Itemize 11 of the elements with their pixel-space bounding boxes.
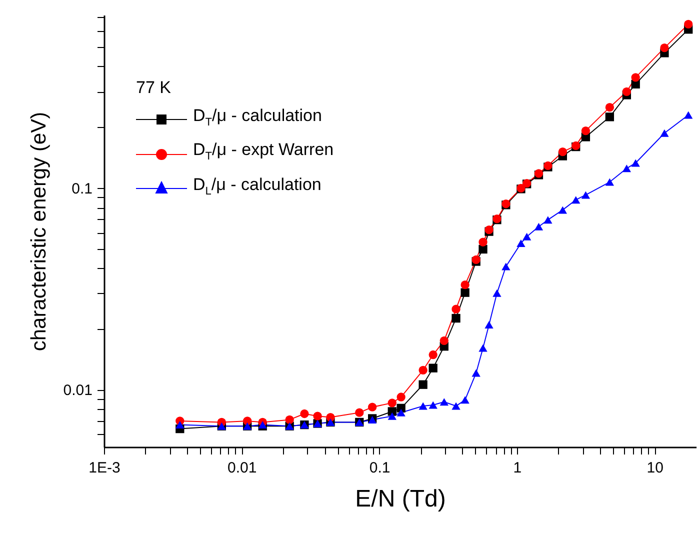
- y-axis-title: characteristic energy (eV): [27, 112, 50, 352]
- x-tick-label: 10: [646, 460, 664, 476]
- legend-label: D$_{L}$/μ - calculation: [193, 174, 322, 200]
- x-tick-label: 1E-3: [88, 460, 120, 476]
- x-axis-title: E/N (Td): [355, 486, 446, 512]
- legend-title: 77 K: [136, 77, 172, 99]
- x-tick-label: 1: [513, 460, 522, 476]
- legend-label: D$_{T}$/μ - calculation: [193, 105, 322, 130]
- x-tick-label: 0.01: [228, 460, 257, 476]
- x-tick-label: 0.1: [369, 460, 390, 476]
- legend-label: D$_{T}$/μ - expt Warren: [193, 139, 334, 165]
